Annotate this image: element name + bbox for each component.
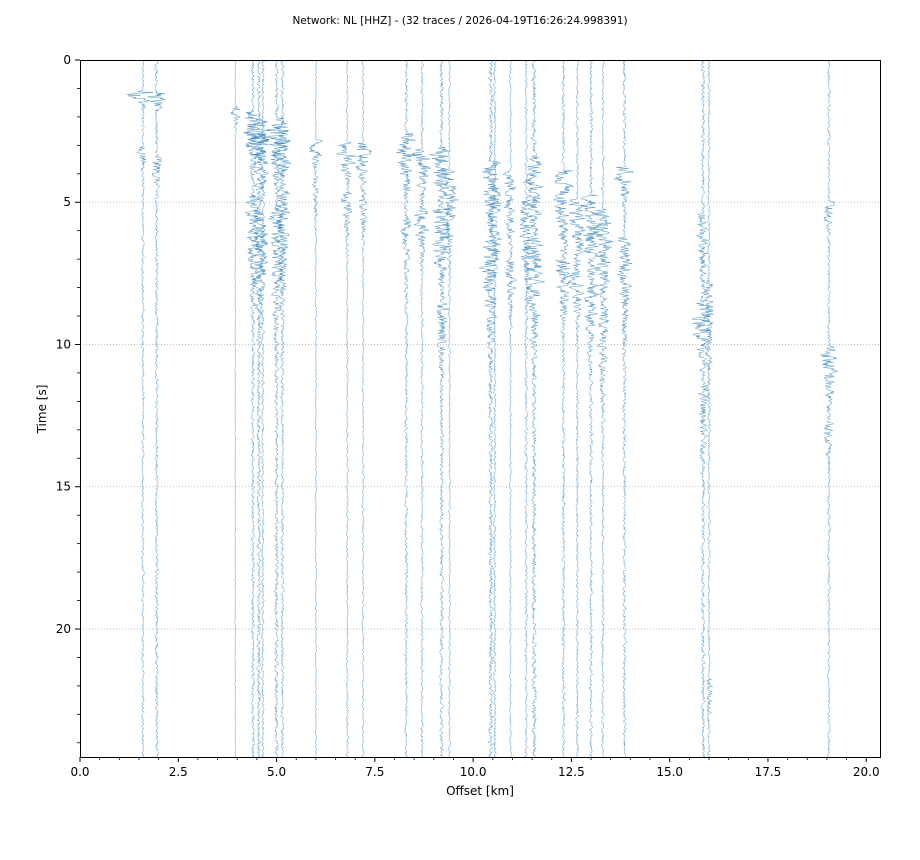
trace-line bbox=[522, 59, 545, 758]
trace-line bbox=[580, 59, 602, 758]
trace-line bbox=[308, 59, 324, 758]
trace-line bbox=[502, 59, 517, 758]
plot-frame bbox=[80, 60, 881, 758]
trace-line bbox=[412, 59, 432, 758]
trace-line bbox=[553, 59, 574, 758]
trace-line bbox=[478, 59, 502, 758]
x-tick-label: 12.5 bbox=[558, 765, 585, 779]
trace-line bbox=[263, 59, 289, 758]
y-axis-label: Time [s] bbox=[35, 385, 49, 435]
trace-line bbox=[519, 59, 532, 758]
y-tick-label: 15 bbox=[56, 480, 71, 494]
x-tick-label: 17.5 bbox=[755, 765, 782, 779]
trace-line bbox=[230, 59, 241, 758]
trace-line bbox=[487, 59, 502, 758]
trace-line bbox=[441, 59, 459, 758]
x-axis-label: Offset [km] bbox=[446, 784, 514, 798]
trace-line bbox=[147, 59, 166, 758]
chart-title: Network: NL [HHZ] - (32 traces / 2026-04… bbox=[292, 15, 627, 27]
trace-line bbox=[703, 59, 714, 758]
x-axis-ticks: 0.0 2.5 5.0 7.5 10.0 12.5 15.0 17.5 20.0 bbox=[70, 757, 880, 779]
trace-line bbox=[613, 59, 634, 758]
trace-line bbox=[567, 59, 586, 758]
seismic-traces bbox=[126, 59, 839, 758]
x-tick-label: 0.0 bbox=[70, 765, 89, 779]
trace-line bbox=[396, 59, 416, 758]
trace-line bbox=[253, 59, 269, 758]
x-tick-label: 15.0 bbox=[656, 765, 683, 779]
trace-line bbox=[429, 59, 451, 758]
y-tick-label: 0 bbox=[63, 53, 71, 67]
y-tick-label: 20 bbox=[56, 622, 71, 636]
trace-line bbox=[691, 59, 713, 758]
trace-line bbox=[336, 59, 357, 758]
trace-line bbox=[126, 59, 153, 758]
x-tick-label: 10.0 bbox=[460, 765, 487, 779]
trace-line bbox=[820, 59, 839, 758]
x-tick-label: 7.5 bbox=[365, 765, 384, 779]
y-axis-ticks: 0 5 10 15 20 bbox=[56, 53, 80, 744]
trace-line bbox=[273, 59, 291, 758]
trace-line bbox=[245, 59, 271, 758]
y-tick-label: 5 bbox=[63, 195, 71, 209]
trace-line bbox=[243, 59, 262, 758]
x-tick-label: 5.0 bbox=[267, 765, 286, 779]
trace-line bbox=[594, 59, 614, 758]
trace-line bbox=[355, 59, 372, 758]
x-tick-label: 20.0 bbox=[853, 765, 880, 779]
grid-lines bbox=[80, 201, 880, 630]
y-tick-label: 10 bbox=[56, 337, 71, 351]
x-tick-label: 2.5 bbox=[169, 765, 188, 779]
